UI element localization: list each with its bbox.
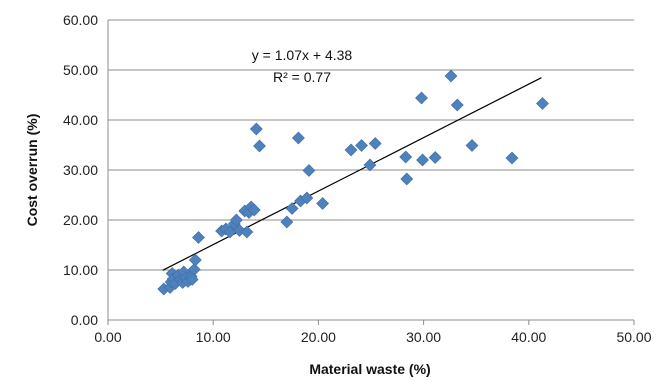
data-point xyxy=(249,122,263,136)
data-point xyxy=(240,225,254,239)
y-tick-label: 10.00 xyxy=(63,262,98,278)
data-point xyxy=(536,97,549,110)
x-tick-label: 30.00 xyxy=(406,329,441,345)
data-point xyxy=(428,151,442,164)
y-tick-label: 40.00 xyxy=(63,112,98,128)
data-point xyxy=(450,98,464,112)
y-tick-label: 50.00 xyxy=(63,62,98,78)
data-point xyxy=(285,202,299,215)
data-point xyxy=(400,172,414,186)
y-tick-label: 20.00 xyxy=(63,212,98,228)
data-point xyxy=(302,164,316,177)
data-point xyxy=(253,139,266,153)
data-point xyxy=(300,191,314,205)
data-point xyxy=(188,253,202,267)
x-tick-label: 20.00 xyxy=(301,329,336,345)
axes xyxy=(107,20,635,325)
data-point xyxy=(399,150,413,164)
trendline-equation: y = 1.07x + 4.38 xyxy=(252,47,353,63)
data-point xyxy=(368,137,382,150)
data-point xyxy=(415,91,428,105)
data-point xyxy=(344,143,358,157)
x-tick-label: 0.00 xyxy=(94,329,121,345)
data-point xyxy=(363,158,377,172)
x-axis-title: Material waste (%) xyxy=(309,361,430,377)
data-point xyxy=(192,231,205,244)
data-points xyxy=(157,69,549,296)
data-point xyxy=(355,139,368,152)
x-tick-label: 10.00 xyxy=(196,329,231,345)
x-tick-label: 50.00 xyxy=(616,329,651,345)
data-point xyxy=(229,213,243,227)
y-tick-label: 30.00 xyxy=(63,162,98,178)
data-point xyxy=(505,151,519,165)
data-point xyxy=(416,153,429,167)
trendline-group xyxy=(162,77,542,271)
data-point xyxy=(444,69,458,83)
trendline-r-squared: R² = 0.77 xyxy=(273,69,331,85)
y-tick-label: 0.00 xyxy=(71,312,98,328)
y-axis-title: Cost overrun (%) xyxy=(24,114,40,227)
x-tick-label: 40.00 xyxy=(511,329,546,345)
tick-labels: 0.00 10.00 20.00 30.00 40.00 50.00 60.00 0.00 10… xyxy=(63,12,652,345)
data-point xyxy=(187,263,201,276)
y-tick-label: 60.00 xyxy=(63,12,98,28)
data-point xyxy=(316,197,330,210)
data-point xyxy=(465,139,479,152)
data-point xyxy=(247,203,261,217)
data-point xyxy=(280,215,294,229)
trendline xyxy=(162,77,542,271)
data-point xyxy=(291,131,305,145)
data-point xyxy=(185,273,199,286)
